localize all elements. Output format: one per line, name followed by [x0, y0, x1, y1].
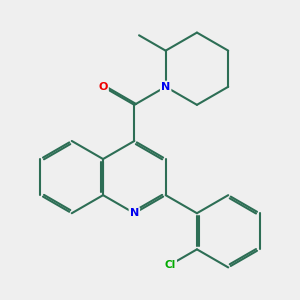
Text: Cl: Cl	[165, 260, 176, 270]
Text: O: O	[98, 82, 108, 92]
Text: N: N	[161, 82, 170, 92]
Text: N: N	[130, 208, 139, 218]
